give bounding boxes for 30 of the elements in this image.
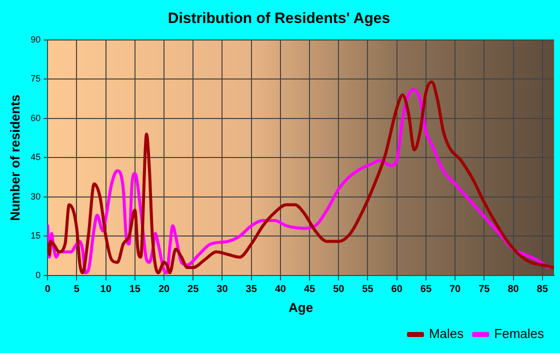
x-tick-label: 55 — [362, 284, 374, 296]
x-tick-label: 25 — [188, 284, 200, 296]
y-tick-label: 30 — [30, 191, 41, 202]
chart-title: Distribution of Residents' Ages — [168, 10, 390, 28]
x-tick-label: 30 — [216, 284, 228, 296]
x-tick-label: 45 — [304, 284, 316, 296]
legend-label: Females — [494, 326, 544, 342]
x-tick-label: 80 — [508, 284, 520, 296]
y-tick-label: 75 — [30, 74, 41, 84]
x-tick-label: 60 — [391, 284, 403, 296]
x-tick-label: 75 — [478, 284, 490, 296]
legend-label: Males — [428, 326, 464, 342]
x-tick-label: 65 — [420, 284, 432, 296]
x-tick-label: 40 — [274, 284, 286, 296]
x-axis-title: Age — [288, 300, 314, 315]
x-tick-label: 0 — [44, 284, 51, 296]
x-tick-label: 35 — [246, 284, 258, 296]
y-tick-label: 0 — [36, 270, 41, 280]
x-tick-label: 20 — [158, 284, 170, 296]
x-tick-label: 5 — [74, 284, 80, 296]
y-tick-label: 90 — [30, 34, 41, 44]
x-tick-label: 85 — [536, 284, 548, 296]
x-tick-label: 15 — [129, 284, 141, 296]
y-axis-title: Number of residents — [7, 94, 22, 221]
y-tick-label: 15 — [30, 230, 41, 241]
x-tick-label: 70 — [449, 284, 462, 296]
y-tick-label: 60 — [30, 112, 41, 123]
x-tick-label: 50 — [333, 284, 345, 296]
x-tick-label: 10 — [100, 284, 112, 296]
y-tick-label: 45 — [30, 152, 41, 162]
